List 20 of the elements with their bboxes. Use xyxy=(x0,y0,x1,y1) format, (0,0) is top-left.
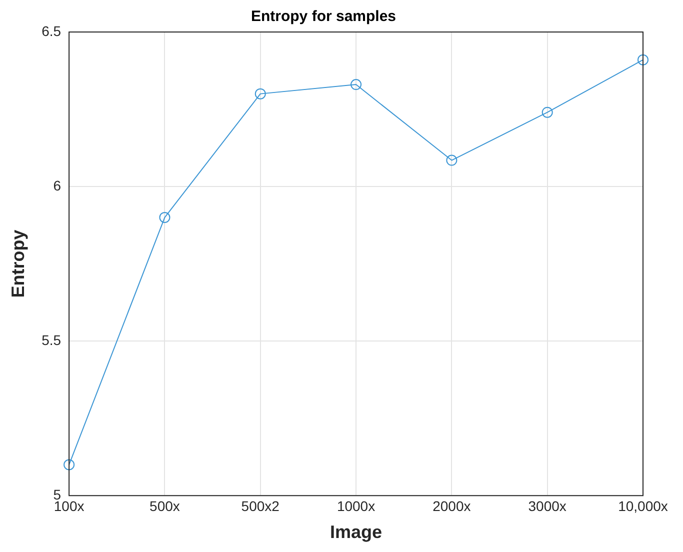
point xyxy=(542,106,553,118)
x-tick-label: 3000x xyxy=(528,498,566,514)
y-tick-label: 5.5 xyxy=(42,332,62,348)
y-axis-title: Entropy xyxy=(8,230,28,298)
y-tick-label: 6.5 xyxy=(42,22,62,39)
chart-title: Entropy for samples xyxy=(250,8,396,26)
x-tick-label: 500x xyxy=(150,498,180,514)
point xyxy=(159,212,170,223)
x-tick-label: 2000x xyxy=(432,498,471,514)
point xyxy=(350,79,362,90)
y-tick-label: 5 xyxy=(53,486,62,502)
x-axis-title: Image xyxy=(330,522,382,542)
point xyxy=(64,459,75,470)
y-tick-label: 6 xyxy=(53,177,62,194)
point xyxy=(254,88,266,100)
point xyxy=(638,54,648,66)
x-tick-label: 500x2 xyxy=(241,498,280,514)
x-tick-label: 10,000x xyxy=(618,498,668,514)
point xyxy=(446,154,458,166)
x-tick-label: 1000x xyxy=(336,498,376,514)
